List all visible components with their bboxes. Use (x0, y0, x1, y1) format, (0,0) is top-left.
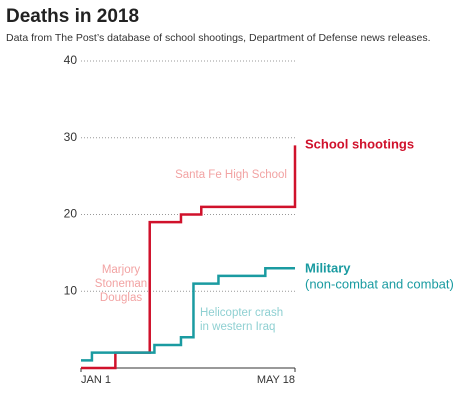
x-tick-label: JAN 1 (81, 374, 111, 386)
series-label: Military (305, 260, 351, 275)
annotation: Santa Fe High School (175, 169, 287, 181)
y-tick-label: 20 (64, 207, 78, 221)
annotation: in western Iraq (200, 321, 275, 333)
series-sublabel: (non-combat and combat) (305, 276, 454, 291)
y-tick-label: 10 (64, 283, 78, 297)
series-line (81, 145, 297, 370)
y-tick-label: 30 (64, 130, 78, 144)
chart-subtitle: Data from The Post’s database of school … (6, 32, 431, 44)
annotation: Douglas (100, 292, 142, 304)
series-line (81, 266, 295, 362)
x-tick-label: MAY 18 (257, 374, 295, 386)
series-label: School shootings (305, 136, 414, 151)
annotation: Helicopter crash (200, 307, 283, 319)
y-tick-label: 40 (64, 53, 78, 67)
chart-title: Deaths in 2018 (6, 6, 139, 27)
annotation: Marjory (102, 264, 141, 276)
annotation: Stoneman (95, 278, 147, 290)
